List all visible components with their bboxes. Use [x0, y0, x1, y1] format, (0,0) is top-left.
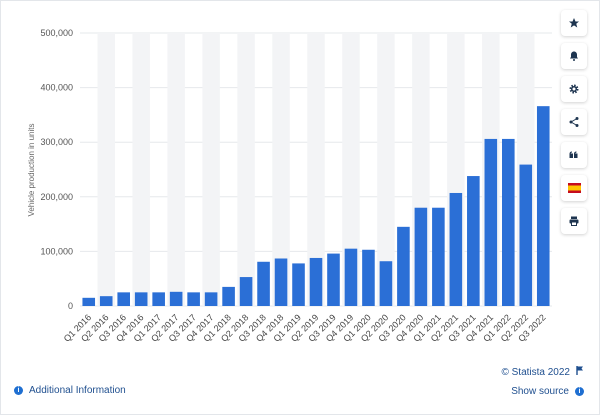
language-button[interactable] [561, 175, 587, 201]
bar[interactable] [502, 138, 515, 306]
share-button[interactable] [561, 109, 587, 135]
flag-icon [576, 366, 584, 378]
column-band [377, 33, 395, 306]
share-icon [568, 116, 580, 128]
bar[interactable] [467, 176, 480, 306]
bar[interactable] [397, 226, 410, 306]
column-band [202, 33, 220, 306]
y-tick-label: 400,000 [40, 83, 73, 93]
bar[interactable] [379, 261, 393, 306]
footer-right: © Statista 2022 Show source i [501, 366, 584, 405]
y-tick-label: 0 [68, 301, 73, 311]
y-tick-label: 500,000 [40, 28, 73, 38]
quote-icon [568, 149, 580, 161]
info-icon: i [14, 386, 23, 395]
cite-button[interactable] [561, 142, 587, 168]
bar[interactable] [484, 138, 498, 306]
bar[interactable] [82, 297, 96, 306]
bell-icon [568, 50, 580, 62]
show-source-label: Show source [511, 386, 569, 397]
bar[interactable] [274, 258, 288, 306]
statista-copyright[interactable]: © Statista 2022 [501, 366, 584, 378]
bar[interactable] [239, 277, 253, 306]
bar[interactable] [519, 164, 533, 306]
star-icon [568, 17, 580, 29]
bar[interactable] [327, 253, 340, 306]
column-band [342, 33, 360, 306]
favorite-button[interactable] [561, 10, 587, 36]
column-band [272, 33, 290, 306]
bar[interactable] [292, 263, 305, 306]
bar[interactable] [449, 192, 463, 306]
bar[interactable] [257, 261, 270, 306]
column-band [307, 33, 325, 306]
bar[interactable] [134, 292, 148, 306]
bar[interactable] [432, 207, 445, 306]
gear-icon [568, 83, 580, 95]
column-band [97, 33, 115, 306]
additional-information-label: Additional Information [29, 385, 126, 396]
copyright-text: © Statista 2022 [501, 366, 570, 378]
additional-information-link[interactable]: i Additional Information [14, 385, 126, 396]
print-icon [568, 215, 580, 227]
notification-button[interactable] [561, 43, 587, 69]
bar[interactable] [204, 292, 218, 306]
bar[interactable] [414, 207, 428, 306]
spain-flag-icon [567, 183, 581, 193]
bar[interactable] [309, 257, 323, 306]
bar[interactable] [536, 106, 550, 306]
y-tick-label: 200,000 [40, 192, 73, 202]
y-axis-label: Vehicle production in units [27, 124, 36, 217]
bars [82, 106, 550, 306]
show-source-link[interactable]: Show source i [511, 386, 584, 397]
info-icon: i [575, 387, 584, 396]
bar[interactable] [152, 292, 165, 306]
bar[interactable] [99, 296, 113, 306]
y-tick-label: 100,000 [40, 246, 73, 256]
bar[interactable] [169, 291, 183, 306]
column-band [132, 33, 150, 306]
column-band [167, 33, 185, 306]
toolbar [560, 10, 588, 241]
bar[interactable] [222, 286, 235, 306]
bar[interactable] [344, 248, 358, 306]
y-axis: 0 100,000 200,000 300,000 400,000 500,000 [40, 28, 73, 311]
bar[interactable] [187, 292, 200, 306]
column-band [237, 33, 255, 306]
y-tick-label: 300,000 [40, 137, 73, 147]
print-button[interactable] [561, 208, 587, 234]
settings-button[interactable] [561, 76, 587, 102]
bar[interactable] [362, 249, 375, 306]
bar[interactable] [117, 292, 130, 306]
